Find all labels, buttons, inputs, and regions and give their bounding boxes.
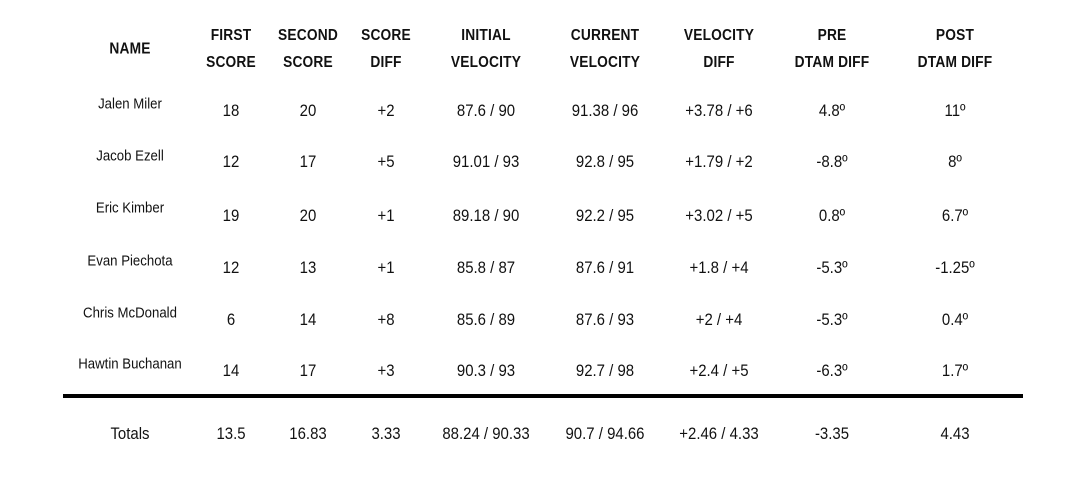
cell-current-velocity: 91.38 / 96	[571, 101, 639, 120]
totals-pre-dtam-diff: -3.35	[814, 424, 850, 443]
totals-second-score: 16.83	[289, 424, 327, 443]
cell-post-dtam-diff: 11º	[944, 101, 966, 120]
cell-post-dtam-diff: 8º	[948, 152, 962, 171]
cell-first-score: 18	[222, 101, 240, 120]
cell-second-score: 13	[299, 258, 317, 277]
header-initial-velocity-line2: VELOCITY	[450, 54, 522, 71]
cell-initial-velocity: 89.18 / 90	[452, 206, 520, 225]
cell-post-dtam-diff: 1.7º	[941, 361, 969, 380]
cell-score-diff: +1	[377, 258, 395, 277]
header-second-score: SECOND SCORE	[278, 22, 338, 76]
cell-velocity-diff: +2 / +4	[695, 310, 743, 329]
header-post-dtam-diff-line1: POST	[935, 27, 975, 44]
cell-pre-dtam-diff: 4.8º	[818, 101, 846, 120]
cell-post-dtam-diff: 6.7º	[941, 206, 969, 225]
cell-post-dtam-diff: -1.25º	[935, 258, 975, 277]
header-current-velocity-line2: VELOCITY	[569, 54, 641, 71]
cell-score-diff: +8	[377, 310, 395, 329]
table-row-name: Jacob Ezell	[96, 147, 164, 165]
header-second-score-line1: SECOND	[278, 27, 338, 44]
cell-post-dtam-diff: 0.4º	[941, 310, 969, 329]
cell-first-score: 12	[222, 258, 240, 277]
cell-initial-velocity: 90.3 / 93	[456, 361, 516, 380]
header-pre-dtam-diff-line1: PRE	[817, 27, 847, 44]
cell-second-score: 20	[299, 206, 317, 225]
table-row-name: Jalen Miler	[98, 95, 162, 113]
cell-velocity-diff: +2.4 / +5	[689, 361, 749, 380]
cell-initial-velocity: 85.8 / 87	[456, 258, 516, 277]
cell-first-score: 6	[226, 310, 236, 329]
table-row-name: Evan Piechota	[87, 252, 173, 270]
cell-second-score: 14	[299, 310, 317, 329]
cell-pre-dtam-diff: -5.3º	[816, 258, 848, 277]
header-pre-dtam-diff-line2: DTAM DIFF	[794, 54, 870, 71]
header-current-velocity-line1: CURRENT	[570, 27, 640, 44]
header-score-diff-line1: SCORE	[361, 27, 411, 44]
header-initial-velocity: INITIAL VELOCITY	[451, 22, 521, 76]
header-velocity-diff-line1: VELOCITY	[683, 27, 755, 44]
cell-initial-velocity: 87.6 / 90	[456, 101, 516, 120]
cell-current-velocity: 92.7 / 98	[575, 361, 635, 380]
cell-initial-velocity: 91.01 / 93	[452, 152, 520, 171]
header-post-dtam-diff-line2: DTAM DIFF	[917, 54, 993, 71]
cell-pre-dtam-diff: -6.3º	[816, 361, 848, 380]
header-first-score-line2: SCORE	[206, 54, 256, 71]
cell-velocity-diff: +1.79 / +2	[685, 152, 753, 171]
header-first-score: FIRST SCORE	[206, 22, 256, 76]
totals-label: Totals	[110, 424, 150, 443]
cell-pre-dtam-diff: 0.8º	[818, 206, 846, 225]
cell-score-diff: +1	[377, 206, 395, 225]
header-score-diff-line2: DIFF	[370, 54, 402, 71]
cell-pre-dtam-diff: -5.3º	[816, 310, 848, 329]
cell-current-velocity: 92.8 / 95	[575, 152, 635, 171]
header-first-score-line1: FIRST	[210, 27, 252, 44]
cell-pre-dtam-diff: -8.8º	[816, 152, 848, 171]
cell-initial-velocity: 85.6 / 89	[456, 310, 516, 329]
cell-velocity-diff: +1.8 / +4	[689, 258, 749, 277]
table-row-name: Hawtin Buchanan	[78, 355, 182, 373]
totals-divider	[63, 394, 1023, 398]
header-post-dtam-diff: POST DTAM DIFF	[918, 22, 993, 76]
header-velocity-diff-line2: DIFF	[703, 54, 735, 71]
totals-initial-velocity: 88.24 / 90.33	[442, 424, 530, 443]
header-pre-dtam-diff: PRE DTAM DIFF	[795, 22, 870, 76]
cell-velocity-diff: +3.78 / +6	[685, 101, 753, 120]
cell-second-score: 17	[299, 152, 317, 171]
header-initial-velocity-line1: INITIAL	[461, 27, 511, 44]
table-row-name: Eric Kimber	[95, 199, 165, 217]
cell-second-score: 17	[299, 361, 317, 380]
cell-first-score: 12	[222, 152, 240, 171]
totals-first-score: 13.5	[216, 424, 246, 443]
cell-first-score: 19	[222, 206, 240, 225]
totals-velocity-diff: +2.46 / 4.33	[679, 424, 759, 443]
cell-current-velocity: 87.6 / 93	[575, 310, 635, 329]
header-score-diff: SCORE DIFF	[361, 22, 411, 76]
cell-first-score: 14	[222, 361, 240, 380]
header-name-label: NAME	[109, 40, 151, 58]
totals-score-diff: 3.33	[371, 424, 401, 443]
cell-second-score: 20	[299, 101, 317, 120]
header-current-velocity: CURRENT VELOCITY	[570, 22, 640, 76]
cell-score-diff: +2	[377, 101, 395, 120]
cell-velocity-diff: +3.02 / +5	[685, 206, 753, 225]
totals-current-velocity: 90.7 / 94.66	[565, 424, 645, 443]
cell-score-diff: +5	[377, 152, 395, 171]
header-second-score-line2: SCORE	[283, 54, 333, 71]
cell-current-velocity: 92.2 / 95	[575, 206, 635, 225]
cell-score-diff: +3	[377, 361, 395, 380]
header-velocity-diff: VELOCITY DIFF	[684, 22, 754, 76]
totals-post-dtam-diff: 4.43	[940, 424, 970, 443]
cell-current-velocity: 87.6 / 91	[575, 258, 635, 277]
header-name: NAME	[109, 36, 150, 63]
table-row-name: Chris McDonald	[83, 304, 177, 322]
